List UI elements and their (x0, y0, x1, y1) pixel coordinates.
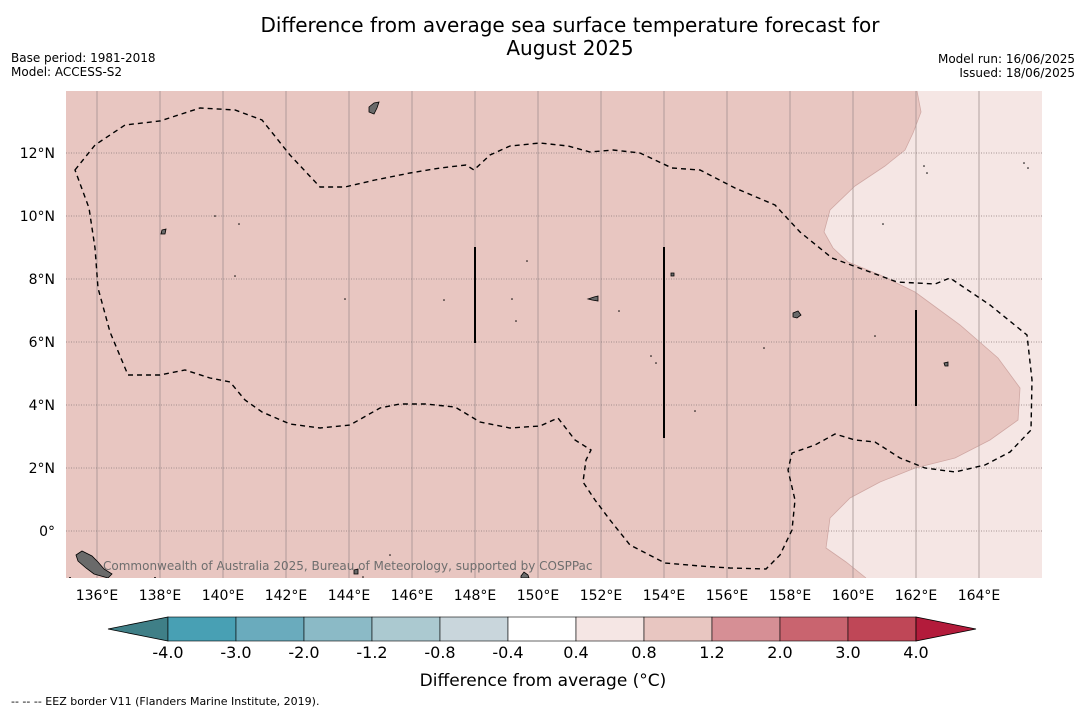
islet-02 (353, 568, 359, 575)
colorbar-tick-label: 2.0 (767, 643, 792, 662)
lon-tick-label: 150°E (517, 588, 560, 604)
lon-tick-label: 148°E (454, 588, 497, 604)
lon-tick-label: 154°E (643, 588, 686, 604)
island-kosrae (943, 361, 949, 367)
island-guam (368, 101, 380, 115)
lon-tick-label: 164°E (958, 588, 1001, 604)
model-name: Model: ACCESS-S2 (11, 65, 123, 79)
colorbar-segment (507, 616, 577, 642)
lat-tick-label: 10°N (20, 209, 55, 225)
lat-tick-label: 2°N (29, 461, 55, 477)
boundary-lines (474, 247, 917, 438)
islands (75, 101, 949, 578)
colorbar-segment (303, 616, 373, 642)
lat-tick-label: 6°N (29, 335, 55, 351)
lat-tick-label: 8°N (29, 272, 55, 288)
anomaly-boundary (823, 91, 1021, 578)
colorbar-segment (779, 616, 849, 642)
colorbar-extend-low (107, 616, 169, 642)
island-pohnpei (792, 310, 802, 319)
model-run: Model run: 16/06/2025 (937, 52, 1075, 66)
colorbar-tick-label: 4.0 (903, 643, 928, 662)
colorbar-segment (371, 616, 441, 642)
title-line-1: Difference from average sea surface temp… (260, 13, 880, 37)
colorbar-segment (643, 616, 713, 642)
map-panel: Commonwealth of Australia 2025, Bureau o… (66, 91, 1042, 578)
colorbar-tick-label: -2.0 (288, 643, 319, 662)
islet-01 (670, 272, 675, 277)
lon-tick-label: 140°E (202, 588, 245, 604)
lon-tick-label: 152°E (580, 588, 623, 604)
island-palau (160, 228, 167, 235)
lon-tick-label: 162°E (895, 588, 938, 604)
colorbar-segment (235, 616, 305, 642)
colorbar-tick-label: 0.4 (563, 643, 588, 662)
colorbar-tick-label: -4.0 (152, 643, 183, 662)
lon-tick-label: 142°E (265, 588, 308, 604)
colorbar-tick-label: 0.8 (631, 643, 656, 662)
island-chuuk (586, 295, 599, 302)
colorbar-segment (575, 616, 645, 642)
lon-tick-label: 146°E (391, 588, 434, 604)
lon-tick-label: 144°E (328, 588, 371, 604)
lon-tick-label: 156°E (706, 588, 749, 604)
colorbar-segment (711, 616, 781, 642)
base-period: Base period: 1981-2018 (11, 51, 156, 65)
anomaly-fill-east (824, 91, 1042, 578)
meta-left: Base period: 1981-2018 Model: ACCESS-S2 (11, 51, 156, 79)
island-new-guinea-north (75, 550, 113, 578)
colorbar-tick-label: -0.8 (424, 643, 455, 662)
island-manus (520, 571, 530, 578)
islet-dots (69, 162, 1029, 578)
colorbar-tick-label: -1.2 (356, 643, 387, 662)
colorbar: -4.0 -3.0 -2.0 -1.2 -0.8 -0.4 0.4 0.8 1.2 2.0 3.0 4… (107, 616, 977, 662)
latitude-gridlines (66, 152, 1042, 532)
eez-footnote: -- -- -- EEZ border V11 (Flanders Marine… (11, 695, 320, 708)
colorbar-tick-label: -3.0 (220, 643, 251, 662)
lon-tick-label: 136°E (76, 588, 119, 604)
lat-tick-label: 0° (39, 524, 55, 540)
colorbar-label: Difference from average (°C) (420, 671, 667, 691)
colorbar-tick-label: 3.0 (835, 643, 860, 662)
lon-tick-label: 160°E (832, 588, 875, 604)
colorbar-segment (439, 616, 509, 642)
colorbar-segment (167, 616, 237, 642)
longitude-labels: 136°E 138°E 140°E 142°E 144°E 146°E 148°… (76, 588, 1001, 604)
eez-border (74, 107, 1033, 570)
lat-tick-label: 12°N (20, 146, 55, 162)
copyright-notice: Commonwealth of Australia 2025, Bureau o… (103, 559, 593, 573)
meta-right: Model run: 16/06/2025 Issued: 18/06/2025 (938, 52, 1075, 80)
issued-date: Issued: 18/06/2025 (959, 66, 1075, 80)
lat-tick-label: 4°N (29, 398, 55, 414)
title-line-2: August 2025 (506, 36, 634, 60)
colorbar-tick-label: -0.4 (492, 643, 523, 662)
latitude-labels: 12°N 10°N 8°N 6°N 4°N 2°N 0° (20, 146, 55, 540)
lon-tick-label: 158°E (769, 588, 812, 604)
colorbar-extend-high (915, 616, 977, 642)
colorbar-tick-label: 1.2 (699, 643, 724, 662)
colorbar-segment (847, 616, 917, 642)
map-title: Difference from average sea surface temp… (0, 14, 1085, 60)
lon-tick-label: 138°E (139, 588, 182, 604)
